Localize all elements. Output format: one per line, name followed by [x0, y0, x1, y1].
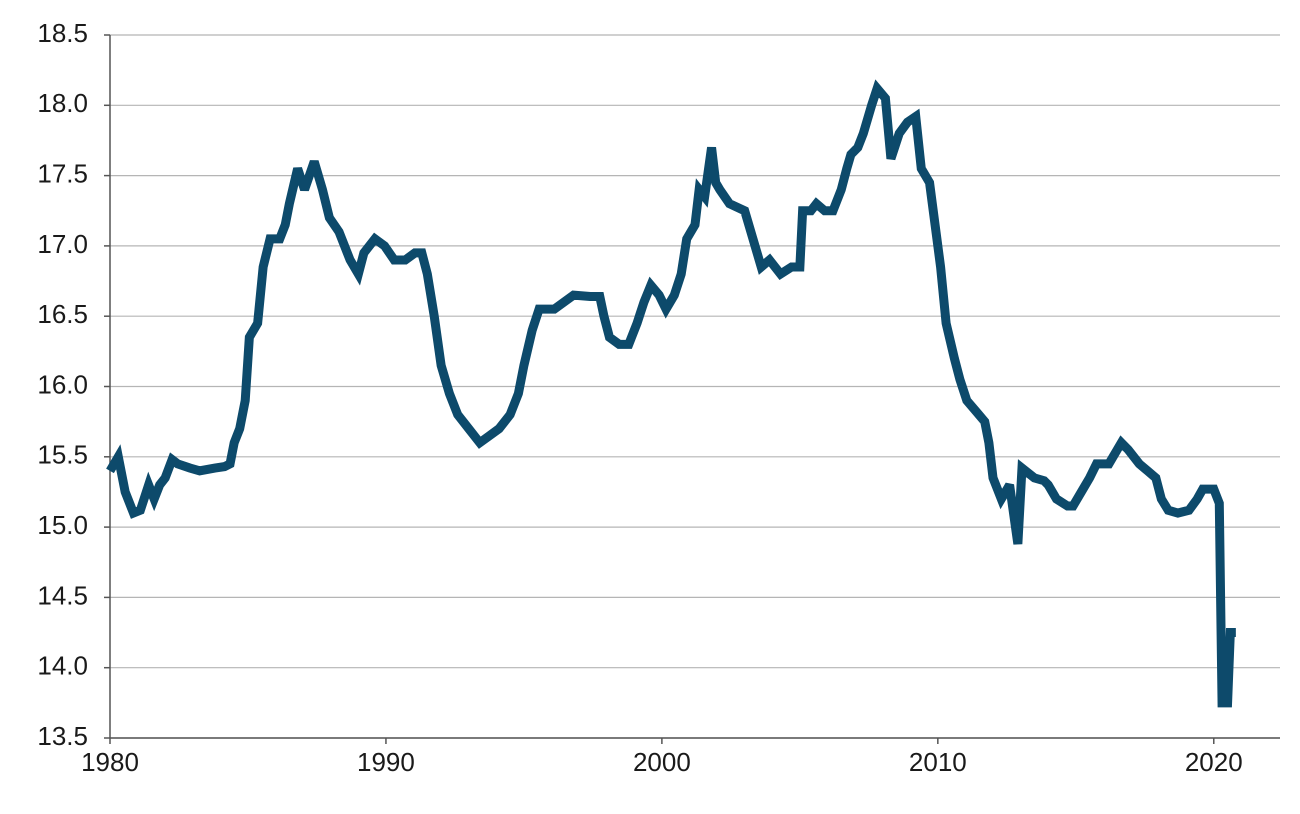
x-tick-label: 2010 [909, 747, 967, 777]
x-tick-label: 2020 [1185, 747, 1243, 777]
data-line [106, 79, 1236, 708]
y-tick-label: 13.5 [37, 721, 88, 751]
x-tick-label: 1980 [81, 747, 139, 777]
y-tick-label: 16.5 [37, 299, 88, 329]
y-tick-label: 17.0 [37, 229, 88, 259]
y-tick-label: 14.0 [37, 651, 88, 681]
y-tick-label: 18.0 [37, 88, 88, 118]
y-tick-label: 15.5 [37, 440, 88, 470]
y-tick-label: 18.5 [37, 18, 88, 48]
x-tick-label: 2000 [633, 747, 691, 777]
x-tick-label: 1990 [357, 747, 415, 777]
y-tick-label: 15.0 [37, 510, 88, 540]
y-tick-label: 16.0 [37, 369, 88, 399]
y-tick-label: 17.5 [37, 158, 88, 188]
y-tick-label: 14.5 [37, 580, 88, 610]
